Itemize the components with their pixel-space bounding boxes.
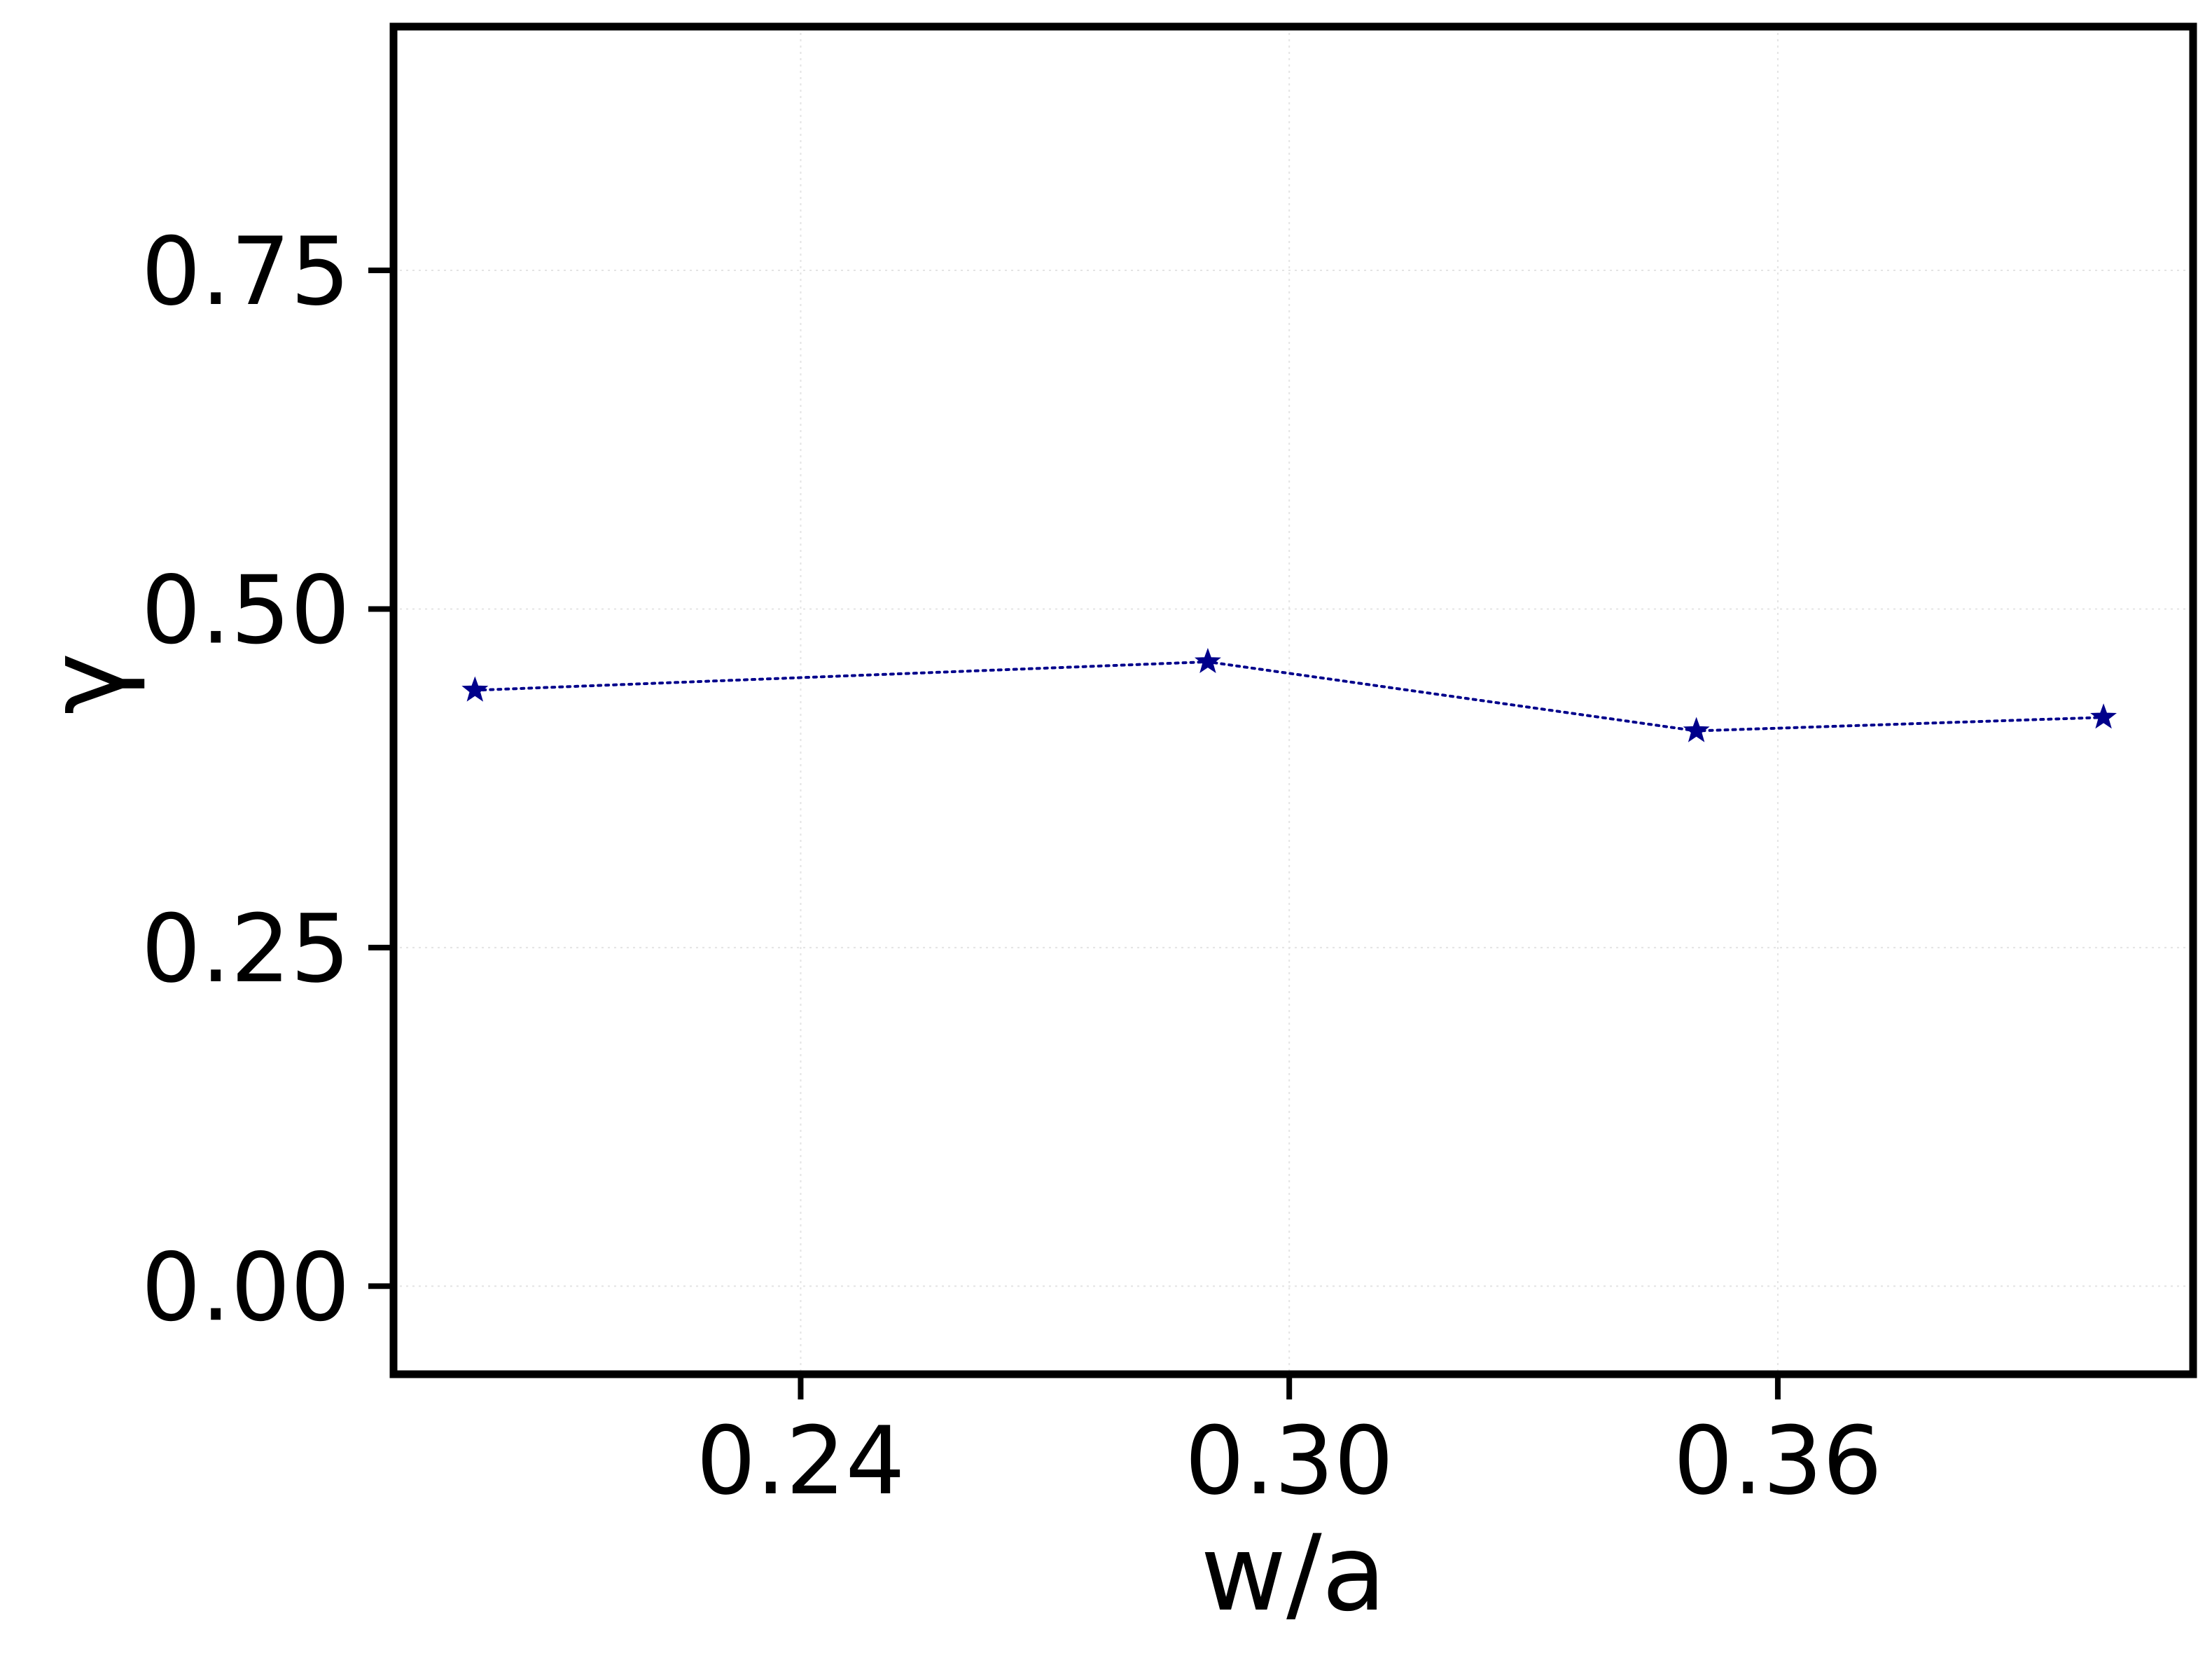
x-tick-label: 0.30: [1185, 1406, 1393, 1516]
x-axis-label: w/a: [1200, 1513, 1386, 1635]
data-point-marker: [461, 676, 489, 702]
data-point-marker: [1194, 647, 1221, 673]
data-point-marker: [1683, 717, 1710, 742]
y-tick-label: 0.25: [141, 894, 350, 1004]
data-point-marker: [2090, 703, 2117, 729]
y-tick-label: 0.50: [141, 555, 350, 665]
ticks-layer: 0.24 0.30 0.36 0.00 0.25 0.50 0.75: [141, 217, 1882, 1516]
series-layer: [461, 647, 2117, 742]
y-axis-label: γ: [26, 653, 148, 715]
y-tick-label: 0.00: [141, 1233, 350, 1342]
y-tick-label: 0.75: [141, 217, 350, 326]
x-tick-label: 0.36: [1674, 1406, 1882, 1516]
grid-layer: [394, 27, 2193, 1374]
x-tick-label: 0.24: [696, 1406, 905, 1516]
plot-area-frame: [389, 22, 2197, 1378]
series-line: [473, 660, 2106, 733]
